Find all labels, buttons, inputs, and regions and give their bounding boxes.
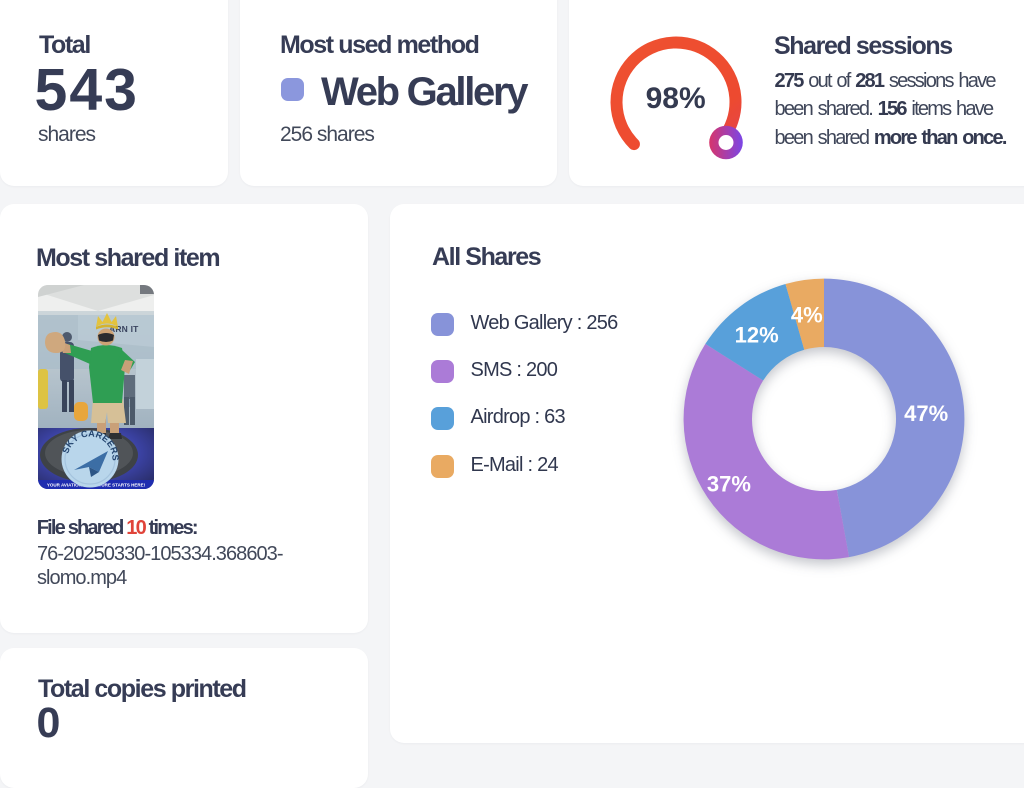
svg-text:4%: 4% <box>791 303 823 328</box>
svg-text:37%: 37% <box>707 472 751 497</box>
svg-text:47%: 47% <box>904 401 948 426</box>
svg-text:12%: 12% <box>735 323 779 348</box>
svg-text:ARN IT: ARN IT <box>109 324 139 334</box>
